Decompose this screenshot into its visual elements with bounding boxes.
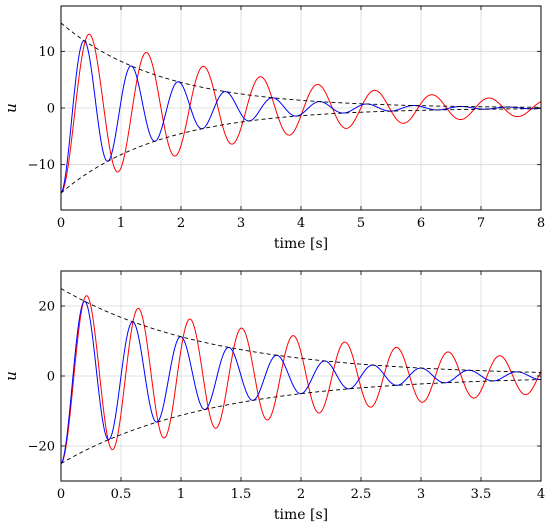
x-tick-label: 4: [297, 216, 305, 231]
x-tick-label: 1: [117, 216, 125, 231]
series-line-1: [61, 295, 541, 464]
series-line-1: [61, 33, 541, 194]
x-tick-label: 3.5: [471, 487, 492, 502]
x-tick-label: 5: [357, 216, 365, 231]
x-tick-label: 1.5: [231, 487, 252, 502]
chart-2: 0 0.5 1 1.5 2 2.5 3 3.5 4 −20 0 20 time [s] u: [2, 270, 545, 523]
y-axis-label: u: [2, 371, 20, 381]
x-tick-label: 0.5: [111, 487, 132, 502]
x-tick-label: 1: [177, 487, 185, 502]
series-line-3: [61, 22, 541, 108]
chart-1: 0 1 2 3 4 5 6 7 8 −10 0 10 time [s] u: [2, 5, 545, 252]
y-tick-label: −10: [28, 158, 55, 173]
grid: [60, 271, 542, 481]
y-tick-label: 0: [47, 370, 55, 385]
series-group: [61, 22, 541, 194]
x-tick-label: 2: [177, 216, 185, 231]
y-tick-label: 20: [38, 300, 55, 315]
x-tick-label: 0: [57, 487, 65, 502]
x-tick-label: 2: [297, 487, 305, 502]
x-tick-label: 7: [477, 216, 485, 231]
x-axis-label: time [s]: [274, 236, 328, 252]
x-tick-label: 3: [237, 216, 245, 231]
y-tick-label: 10: [38, 45, 55, 60]
x-tick-label: 2.5: [351, 487, 372, 502]
x-axis-label: time [s]: [274, 507, 328, 523]
y-tick-label: −20: [28, 440, 55, 455]
series-line-2: [61, 300, 541, 464]
y-tick-label: 0: [47, 102, 55, 117]
series-group: [61, 288, 541, 464]
x-tick-label: 0: [57, 216, 65, 231]
x-tick-label: 4: [537, 487, 545, 502]
series-line-4: [61, 108, 541, 194]
series-line-3: [61, 288, 541, 373]
x-tick-label: 3: [417, 487, 425, 502]
grid: [60, 6, 542, 210]
x-tick-label: 6: [417, 216, 425, 231]
y-axis-label: u: [2, 103, 20, 113]
series-line-4: [61, 379, 541, 464]
x-tick-label: 8: [537, 216, 545, 231]
